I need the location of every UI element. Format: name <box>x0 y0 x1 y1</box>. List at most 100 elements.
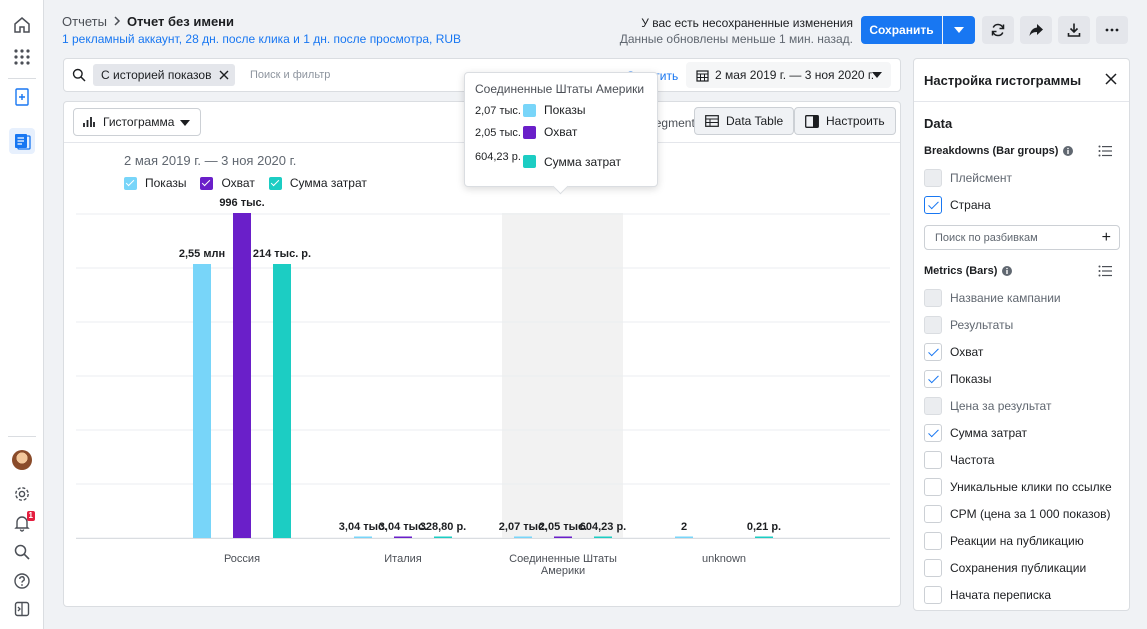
data-table-label: Data Table <box>726 114 784 128</box>
configure-button[interactable]: Настроить <box>794 107 896 135</box>
checkbox-icon <box>200 176 214 190</box>
checkbox-icon <box>124 176 137 190</box>
close-icon[interactable] <box>1105 73 1117 88</box>
data-label: 2,07 тыс. <box>499 521 547 533</box>
metric-option-reach[interactable]: Охват <box>924 343 983 361</box>
bar-1-0 <box>354 536 372 538</box>
chart-settings-sidebar: Настройка гистограммы Data Breakdowns (B… <box>913 58 1130 611</box>
data-heading: Data <box>924 116 953 131</box>
data-updated-text: Данные обновлены меньше 1 мин. назад. <box>619 32 853 46</box>
filter-chip-label: С историей показов <box>101 68 212 82</box>
tooltip-value: 604,23 р. <box>475 151 521 163</box>
save-button[interactable]: Сохранить <box>861 16 942 44</box>
notification-count-badge: 1 <box>26 511 35 521</box>
tooltip-value: 2,05 тыс. <box>475 127 521 139</box>
share-button[interactable] <box>1020 16 1052 44</box>
visualization-type-select[interactable]: Гистограмма <box>73 108 201 136</box>
metric-option-results[interactable]: Результаты <box>924 316 1013 334</box>
report-settings-link[interactable]: 1 рекламный аккаунт, 28 дн. после клика … <box>62 32 462 46</box>
breakdown-option-country[interactable]: Страна <box>924 196 991 214</box>
breadcrumb-parent-link[interactable]: Отчеты <box>62 14 107 29</box>
metric-option-label: Показы <box>950 372 992 386</box>
caret-down-icon <box>180 120 190 126</box>
info-icon[interactable] <box>1063 146 1074 156</box>
bar-chart: 2,55 млн 3,04 тыс. 2,07 тыс. 2 996 тыс. 3,04 … <box>76 197 890 577</box>
bar-0-2 <box>273 264 291 538</box>
bar-2-2 <box>594 536 612 538</box>
unsaved-changes-text: У вас есть несохраненные изменения <box>641 16 853 30</box>
x-tick-label: unknown <box>702 553 746 565</box>
checkbox-icon <box>924 289 942 307</box>
checkbox-icon <box>924 505 942 523</box>
checkbox-icon <box>924 586 942 604</box>
help-icon[interactable] <box>9 568 35 594</box>
tooltip-title: Соединенные Штаты Америки <box>475 82 645 96</box>
metric-option-impressions[interactable]: Показы <box>924 370 991 388</box>
close-icon[interactable] <box>219 70 229 80</box>
more-options-button[interactable] <box>1096 16 1128 44</box>
data-label: 3,04 тыс. <box>379 521 427 533</box>
metric-option-amount-spent[interactable]: Сумма затрат <box>924 424 1027 442</box>
tooltip-name: Охват <box>544 125 578 139</box>
tooltip-swatch <box>523 126 536 139</box>
legend-item-reach[interactable]: Охват <box>200 176 255 190</box>
chart-legend: Показы Охват Сумма затрат <box>124 176 367 190</box>
reports-icon[interactable] <box>9 128 35 154</box>
x-tick-label: Россия <box>224 553 260 565</box>
metric-option-label: Название кампании <box>950 291 1061 305</box>
tooltip-row: 2,07 тыс. Показы <box>475 103 655 119</box>
search-icon[interactable] <box>9 539 35 565</box>
avatar[interactable] <box>9 447 35 473</box>
home-icon[interactable] <box>9 12 35 38</box>
caret-down-icon <box>872 72 882 78</box>
metric-option-label: Частота <box>950 453 995 467</box>
legend-item-impressions[interactable]: Показы <box>124 176 186 190</box>
metric-option-label: Уникальные клики по ссылке <box>950 480 1112 494</box>
tooltip-name: Сумма затрат <box>544 155 622 169</box>
bar-3-0 <box>675 536 693 538</box>
breakdowns-heading-label: Breakdowns (Bar groups) <box>924 145 1059 157</box>
metric-option-post-saves[interactable]: Сохранения публикации <box>924 559 1086 577</box>
info-icon[interactable] <box>1002 266 1013 276</box>
plus-icon[interactable]: + <box>1101 229 1111 246</box>
metric-option-post-reactions[interactable]: Реакции на публикацию <box>924 532 1084 550</box>
metric-option-conversations-started[interactable]: Начата переписка <box>924 586 1051 604</box>
caret-down-icon <box>954 27 964 33</box>
save-options-dropdown[interactable] <box>943 16 975 44</box>
side-panel-icon <box>805 114 819 128</box>
tooltip-name: Показы <box>544 103 586 117</box>
metric-option-unique-link-clicks[interactable]: Уникальные клики по ссылке <box>924 478 1112 496</box>
settings-gear-icon[interactable] <box>9 481 35 507</box>
export-button[interactable] <box>1058 16 1090 44</box>
breakdown-option-placement[interactable]: Плейсмент <box>924 169 1012 187</box>
share-arrow-icon <box>1029 24 1043 36</box>
tooltip-row: 2,05 тыс. Охват <box>475 125 655 141</box>
reorder-list-icon[interactable] <box>1098 144 1112 161</box>
filter-chip[interactable]: С историей показов <box>93 64 236 86</box>
data-table-button[interactable]: Data Table <box>694 107 795 135</box>
legend-item-spend[interactable]: Сумма затрат <box>268 176 367 190</box>
bar-3-2 <box>755 536 773 538</box>
metric-option-label: Результаты <box>950 318 1014 332</box>
refresh-button[interactable] <box>982 16 1014 44</box>
notifications-bell-icon[interactable]: 1 <box>9 510 35 536</box>
date-range-picker[interactable]: 2 мая 2019 г. — 3 ноя 2020 г. <box>686 62 891 88</box>
create-ad-icon[interactable] <box>9 84 35 110</box>
metric-option-campaign-name[interactable]: Название кампании <box>924 289 1061 307</box>
data-label: 2,05 тыс. <box>539 521 587 533</box>
metric-option-cost-per-result[interactable]: Цена за результат <box>924 397 1051 415</box>
collapse-panel-icon[interactable] <box>9 596 35 622</box>
breakdown-search-input[interactable]: Поиск по разбивкам + <box>924 225 1120 250</box>
breakdown-option-label: Плейсмент <box>950 171 1013 185</box>
metric-option-cpm[interactable]: CPM (цена за 1 000 показов) <box>924 505 1111 523</box>
breadcrumb: Отчеты Отчет без имени <box>62 14 234 29</box>
apps-grid-icon[interactable] <box>9 44 35 70</box>
filter-search-input[interactable]: Поиск и фильтр <box>250 69 331 81</box>
data-label: 2 <box>681 521 687 533</box>
metric-option-frequency[interactable]: Частота <box>924 451 994 469</box>
bar-2-1 <box>554 536 572 538</box>
metric-option-label: Охват <box>950 345 984 359</box>
calendar-icon <box>696 69 709 82</box>
page-title: Отчет без имени <box>126 14 235 29</box>
reorder-list-icon[interactable] <box>1098 264 1112 281</box>
